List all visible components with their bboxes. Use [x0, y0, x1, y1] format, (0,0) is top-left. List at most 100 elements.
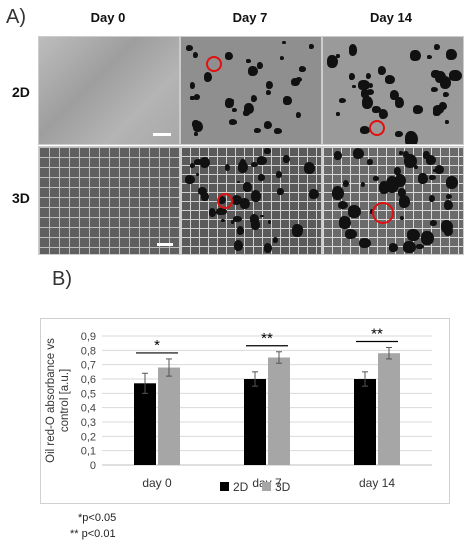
cell-cluster	[367, 158, 373, 165]
cell-cluster	[446, 48, 457, 61]
cell-cluster	[338, 97, 347, 104]
cell-cluster	[232, 195, 243, 205]
cell-cluster	[425, 155, 436, 166]
y-axis-label-line: Oil red-O absorbance vs	[45, 338, 57, 463]
cell-cluster	[439, 76, 452, 90]
cell-cluster	[428, 175, 436, 181]
cell-cluster	[194, 94, 201, 101]
micrograph-3d-day-14	[322, 146, 464, 255]
cell-cluster	[240, 197, 250, 209]
highlight-circle	[369, 120, 385, 136]
significance-marker: *	[154, 337, 160, 354]
cell-cluster	[444, 119, 449, 125]
cell-cluster	[410, 49, 421, 61]
cell-cluster	[360, 182, 365, 187]
cell-cluster	[377, 65, 387, 75]
legend: 2D 3D	[220, 480, 291, 494]
scale-bar	[157, 243, 173, 246]
cell-cluster	[434, 43, 441, 50]
cell-cluster	[282, 154, 290, 164]
cell-cluster	[304, 161, 315, 174]
cell-cluster	[194, 131, 198, 136]
cell-cluster	[189, 82, 195, 89]
cell-cluster	[265, 80, 273, 89]
y-tick-label: 0,7	[81, 360, 96, 372]
cell-cluster	[418, 173, 428, 185]
cell-cluster	[282, 40, 287, 45]
cell-cluster	[233, 240, 244, 252]
cell-cluster	[236, 226, 244, 235]
cell-cluster	[365, 72, 371, 79]
y-axis-label-line: control [a.u.]	[59, 369, 71, 432]
bar-3d-day-7	[268, 357, 290, 465]
bar-chart: 00,10,20,30,40,50,60,70,80,9 * ** ** day 0…	[40, 318, 450, 504]
cell-cluster	[254, 128, 262, 134]
cell-cluster	[398, 195, 411, 209]
cell-cluster	[372, 105, 381, 113]
micrograph-3d-day-0	[38, 146, 180, 255]
cell-cluster	[345, 229, 358, 239]
cell-cluster	[366, 89, 374, 96]
cell-cluster	[431, 87, 439, 93]
x-tick-label: day 14	[359, 476, 395, 490]
cell-cluster	[251, 95, 258, 102]
cell-cluster	[236, 180, 240, 184]
cell-cluster	[200, 156, 211, 168]
highlight-circle	[206, 56, 222, 72]
significance-marker: **	[261, 330, 273, 347]
cell-cluster	[361, 95, 374, 110]
footnote-p001: ** p<0.01	[70, 528, 116, 540]
cell-cluster	[358, 79, 370, 91]
cell-cluster	[400, 216, 405, 221]
cell-cluster	[242, 109, 251, 117]
cell-cluster	[190, 95, 195, 101]
cell-cluster	[349, 72, 356, 81]
bar-3d-day-14	[378, 353, 400, 465]
cell-cluster	[339, 216, 351, 229]
cell-cluster	[209, 207, 217, 217]
cell-cluster	[348, 44, 358, 56]
y-tick-labels: 0 0,1 0,2 0,3 0,4 0,5 0,6 0,7 0,8 0,9	[81, 331, 96, 472]
cell-cluster	[414, 231, 419, 236]
cell-cluster	[258, 174, 265, 181]
legend-swatch-3d	[262, 482, 271, 491]
cell-cluster	[397, 188, 406, 198]
y-tick-label: 0,9	[81, 331, 96, 343]
cell-cluster	[384, 74, 396, 85]
cell-cluster	[449, 70, 462, 82]
cell-cluster	[342, 179, 350, 187]
cell-cluster	[435, 70, 446, 84]
cell-cluster	[296, 112, 302, 119]
cell-cluster	[395, 130, 404, 137]
bar-2d-day-14	[354, 379, 376, 465]
cell-cluster	[256, 155, 267, 165]
micrograph-2d-day-0	[38, 36, 180, 145]
cell-cluster	[395, 173, 406, 187]
cell-cluster	[372, 176, 379, 181]
cell-cluster	[331, 185, 344, 200]
cell-cluster	[336, 111, 340, 117]
legend-swatch-2d	[220, 482, 229, 491]
cell-cluster	[229, 119, 238, 125]
cell-cluster	[359, 125, 370, 134]
cell-cluster	[389, 243, 399, 252]
cell-cluster	[204, 71, 213, 82]
cell-cluster	[399, 151, 404, 156]
cell-cluster	[273, 236, 279, 244]
micrograph-2d-day-7	[180, 36, 322, 145]
cell-cluster	[184, 174, 196, 185]
cell-cluster	[435, 165, 445, 175]
cell-cluster	[336, 54, 340, 58]
cell-cluster	[256, 62, 264, 70]
micrograph-3d-day-7	[180, 146, 322, 255]
cell-cluster	[185, 44, 193, 51]
cell-cluster	[429, 195, 436, 202]
cell-cluster	[224, 164, 231, 172]
highlight-circle	[372, 202, 394, 224]
cell-cluster	[295, 77, 303, 83]
cell-cluster	[277, 187, 285, 196]
cell-cluster	[250, 218, 260, 231]
cell-cluster	[337, 201, 349, 210]
y-tick-label: 0,1	[81, 446, 96, 458]
